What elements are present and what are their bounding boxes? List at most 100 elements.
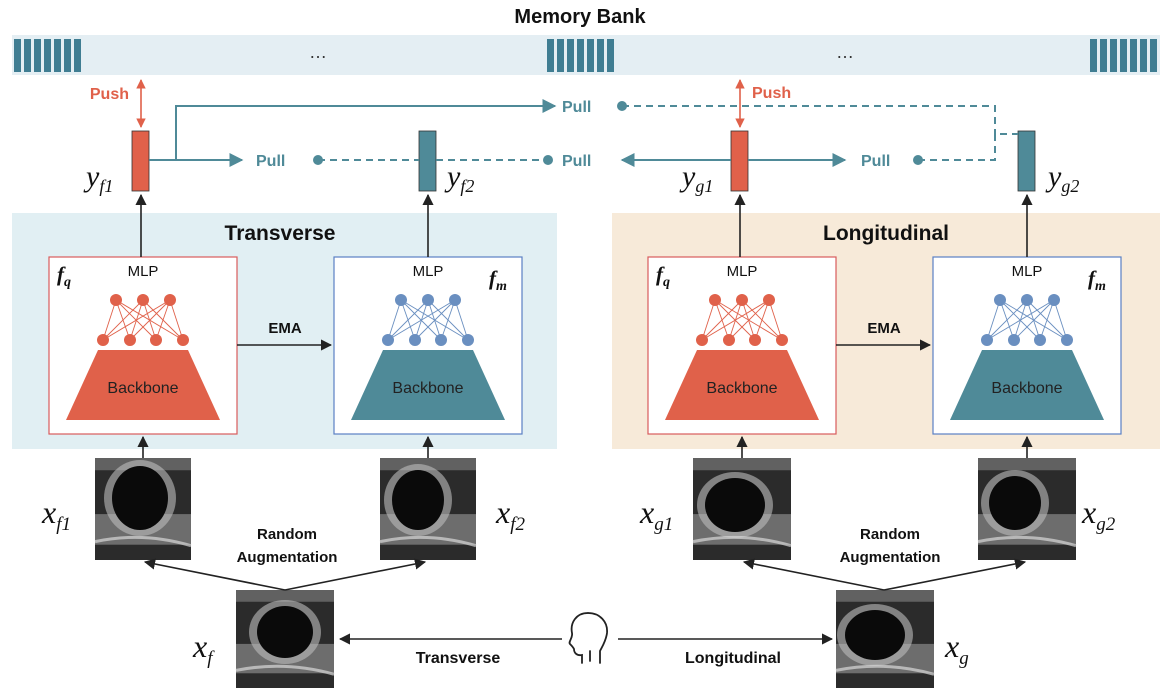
mlp-edge [986, 299, 1001, 341]
mlp-edge [701, 299, 716, 341]
aug-arrow-xf-to-xf2 [284, 558, 427, 591]
memory-ellipsis-left: … [309, 42, 327, 62]
longitudinal-panel-title: Longitudinal [823, 222, 949, 245]
mlp-edge [102, 299, 117, 341]
aug-arrow-xf-to-xf1 [143, 558, 286, 591]
mlp-edge [387, 299, 402, 341]
memory-slot [1090, 39, 1097, 72]
mlp-neuron [749, 334, 761, 346]
backbone-label-1: Backbone [107, 380, 178, 397]
mlp-neuron [1034, 334, 1046, 346]
aug-label-left-1: Random [257, 526, 317, 543]
label-xg: xg [944, 628, 969, 669]
mlp-label-3: MLP [727, 263, 758, 280]
mlp-neuron [150, 334, 162, 346]
mlp-neuron [763, 294, 775, 306]
mlp-edge [1039, 299, 1055, 341]
mlp-neuron [709, 294, 721, 306]
pull-label-yf1: Pull [256, 153, 285, 170]
memory-slot [1110, 39, 1117, 72]
mlp-edge [986, 299, 1028, 341]
memory-slot [1140, 39, 1147, 72]
fm-label-longitudinal: fm [1088, 266, 1106, 294]
mlp-edge [414, 299, 456, 341]
transverse-panel-title: Transverse [225, 222, 336, 245]
fq-label-transverse: fq [57, 262, 71, 290]
mlp-neuron [409, 334, 421, 346]
mlp-neuron [462, 334, 474, 346]
mlp-edge [986, 299, 1055, 341]
pull-label-mid-left: Pull [562, 153, 591, 170]
mlp-neuron [435, 334, 447, 346]
mlp-neuron [776, 334, 788, 346]
mlp-edge [387, 299, 429, 341]
mlp-edge [169, 299, 184, 341]
fm-label-transverse: fm [489, 266, 507, 294]
pull-arrow-yf1-to-yg2 [149, 99, 557, 161]
memory-ellipsis-right: … [836, 42, 854, 62]
longitudinal-scan-label: Longitudinal [685, 650, 781, 667]
push-label-left: Push [90, 86, 129, 103]
memory-bank-title: Memory Bank [514, 6, 646, 28]
label-xg2: xg2 [1081, 494, 1116, 535]
pull-dashed-yg2-left [918, 133, 1018, 161]
mlp-neuron [137, 294, 149, 306]
backbone-label-2: Backbone [392, 380, 463, 397]
pull-dot-yf2-left [313, 155, 323, 165]
mlp-label-1: MLP [128, 263, 159, 280]
pull-dashed-top-right [622, 105, 996, 134]
ema-label-longitudinal: EMA [867, 320, 901, 337]
mlp-neuron [1061, 334, 1073, 346]
push-label-right: Push [752, 85, 791, 102]
mlp-label-2: MLP [413, 263, 444, 280]
mlp-neuron [994, 294, 1006, 306]
label-yf2: yf2 [444, 160, 474, 196]
mlp-neuron [696, 334, 708, 346]
backbone-query-longitudinal [665, 350, 819, 420]
embedding-yg2 [1017, 130, 1036, 192]
memory-slot [1130, 39, 1137, 72]
backbone-label-4: Backbone [991, 380, 1062, 397]
mlp-neuron [382, 334, 394, 346]
label-xf: xf [192, 628, 215, 669]
mlp-edge [1013, 299, 1055, 341]
mlp-neuron [981, 334, 993, 346]
memory-slot [74, 39, 81, 72]
memory-slot [14, 39, 21, 72]
memory-slot [547, 39, 554, 72]
ultrasound-xf2 [379, 458, 477, 560]
label-xf1: xf1 [41, 494, 71, 535]
backbone-momentum-transverse [351, 350, 505, 420]
label-yg2: yg2 [1045, 160, 1079, 196]
ultrasound-xg2 [977, 458, 1077, 560]
mlp-neuron [1048, 294, 1060, 306]
ema-label-transverse: EMA [268, 320, 302, 337]
mlp-neuron [97, 334, 109, 346]
memory-block-middle [547, 39, 614, 72]
memory-slot [577, 39, 584, 72]
memory-slot [587, 39, 594, 72]
label-yf1: yf1 [83, 160, 113, 196]
ultrasound-xf [235, 590, 335, 688]
memory-slot [44, 39, 51, 72]
memory-slot [1100, 39, 1107, 72]
aug-label-right-2: Augmentation [840, 549, 941, 566]
memory-slot [24, 39, 31, 72]
memory-slot [607, 39, 614, 72]
label-xf2: xf2 [495, 494, 525, 535]
mlp-edge [1053, 299, 1068, 341]
mlp-neuron [723, 334, 735, 346]
memory-slot [567, 39, 574, 72]
mlp-label-4: MLP [1012, 263, 1043, 280]
person-head-icon [568, 612, 608, 664]
memory-slot [1150, 39, 1157, 72]
mlp-edge [454, 299, 469, 341]
ultrasound-xg [835, 590, 935, 688]
mlp-neuron [395, 294, 407, 306]
mlp-neuron [736, 294, 748, 306]
mlp-edge [155, 299, 171, 341]
backbone-query-transverse [66, 350, 220, 420]
mlp-edge [768, 299, 783, 341]
aug-label-left-2: Augmentation [237, 549, 338, 566]
